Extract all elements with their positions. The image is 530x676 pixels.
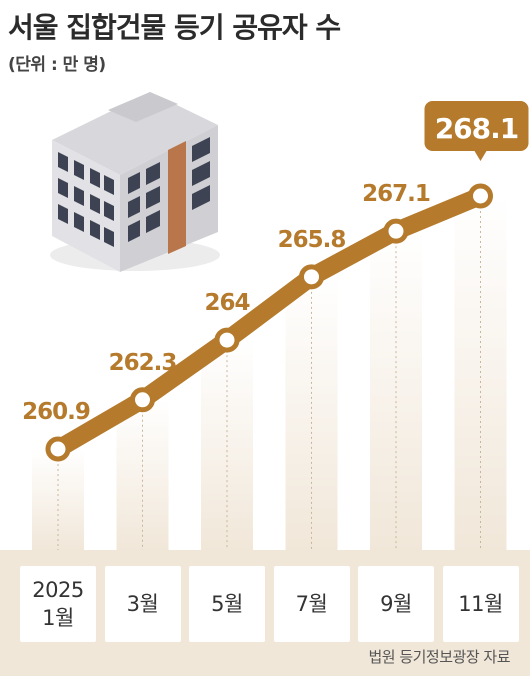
data-point <box>468 183 493 209</box>
value-label: 265.8 <box>278 227 346 253</box>
x-tick-label: 7월 <box>273 566 350 642</box>
unit-label: (단위 : 만 명) <box>8 55 106 75</box>
series-line <box>49 187 490 458</box>
x-tick-label: 5월 <box>189 566 265 642</box>
x-tick-label: 3월 <box>104 566 181 642</box>
guide-fade <box>201 340 253 550</box>
apartment-building-illustration <box>50 92 220 272</box>
value-label: 264 <box>204 290 249 316</box>
vertical-guides <box>32 196 507 550</box>
x-axis-labels: 2025 1월 3월 5월 7월 9월 11월 <box>0 566 530 642</box>
source-note: 법원 등기정보광장 자료 <box>368 648 510 666</box>
x-tick-label: 11월 <box>442 566 519 642</box>
data-point <box>299 264 324 290</box>
data-point <box>130 387 155 413</box>
data-point <box>214 327 240 353</box>
value-label: 262.3 <box>109 350 177 376</box>
value-label: 260.9 <box>22 399 90 425</box>
x-tick-label: 2025 1월 <box>20 566 96 642</box>
value-label: 267.1 <box>362 181 430 207</box>
data-point <box>45 436 71 462</box>
markers <box>45 183 493 462</box>
callout-pointer <box>474 151 487 161</box>
chart-title: 서울 집합건물 등기 공유자 수 <box>8 11 341 44</box>
highlight-callout <box>424 101 529 151</box>
value-label: 268.1 <box>435 112 519 145</box>
value-labels: 260.9 262.3 264 265.8 267.1 268.1 <box>22 101 529 425</box>
data-point <box>383 218 409 244</box>
x-tick-label: 9월 <box>358 566 434 642</box>
